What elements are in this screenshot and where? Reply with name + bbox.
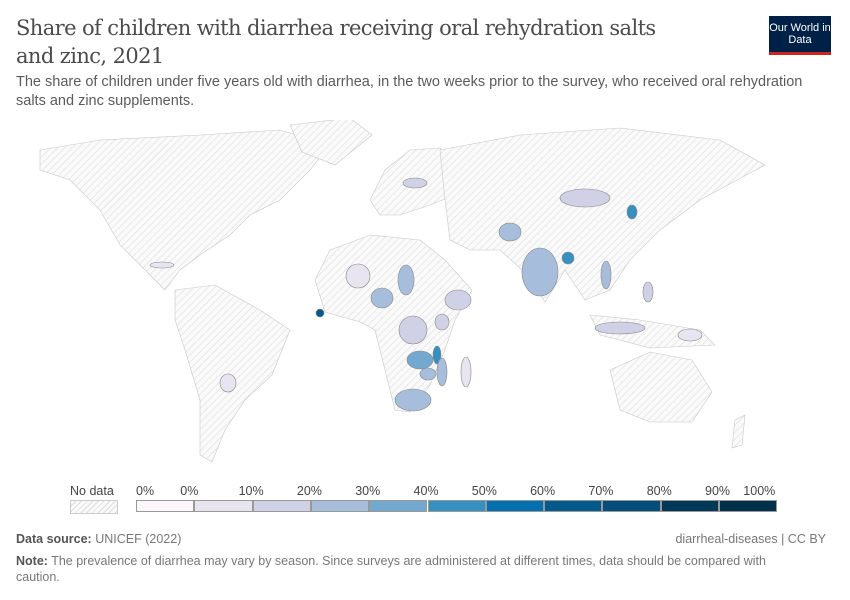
new-zealand	[731, 414, 746, 449]
legend-bin[interactable]	[660, 500, 719, 512]
legend-bin[interactable]	[194, 500, 253, 512]
country-mozambique[interactable]	[436, 357, 448, 387]
legend-bin[interactable]	[369, 500, 428, 512]
legend-tick-label: 80%	[646, 484, 672, 498]
source-label: Data source:	[16, 532, 92, 546]
country-vietnam[interactable]	[600, 260, 612, 290]
country-philippines[interactable]	[642, 281, 654, 303]
country-indonesia[interactable]	[594, 321, 646, 335]
asia	[439, 127, 766, 303]
legend-no-data-label: No data	[70, 484, 114, 498]
legend-tick-label: 60%	[530, 484, 556, 498]
country-india[interactable]	[521, 247, 559, 297]
country-afghanistan[interactable]	[498, 222, 522, 242]
legend-no-data-swatch	[70, 500, 118, 514]
north-america	[39, 129, 331, 291]
legend-bin[interactable]	[427, 500, 486, 512]
country-ukraine[interactable]	[402, 177, 428, 189]
country-north-korea[interactable]	[626, 204, 638, 220]
country-malawi[interactable]	[432, 345, 442, 365]
legend-tick-label: 0%	[180, 484, 199, 498]
country-zambia[interactable]	[406, 350, 434, 370]
legend-bin[interactable]	[136, 500, 195, 512]
australia	[609, 351, 713, 423]
country-sierra-leone[interactable]	[315, 308, 325, 318]
legend: No data 0% 0% 10% 20% 30% 40% 50% 60% 70% 80% 90% 1…	[0, 484, 850, 516]
legend-tick-label: 30%	[355, 484, 381, 498]
legend-tick-label: 10%	[238, 484, 264, 498]
country-papua-new-guinea[interactable]	[677, 328, 703, 342]
country-nigeria[interactable]	[370, 287, 394, 309]
legend-tick-label: 70%	[588, 484, 614, 498]
legend-tick-label: 90%	[705, 484, 731, 498]
note-label: Note:	[16, 554, 48, 568]
source-text: UNICEF (2022)	[95, 532, 182, 546]
country-cuba[interactable]	[149, 261, 175, 269]
country-kenya[interactable]	[434, 313, 450, 331]
legend-bin[interactable]	[602, 500, 661, 512]
country-chad[interactable]	[397, 264, 415, 296]
country-bangladesh[interactable]	[561, 251, 575, 265]
chart-title: Share of children with diarrhea receivin…	[16, 16, 656, 68]
legend-tick-label: 20%	[296, 484, 322, 498]
country-mongolia[interactable]	[559, 188, 611, 208]
country-madagascar[interactable]	[460, 356, 472, 388]
legend-bin[interactable]	[544, 500, 603, 512]
chart-subtitle: The share of children under five years o…	[16, 74, 803, 109]
country-mali[interactable]	[345, 263, 371, 289]
legend-bin[interactable]	[310, 500, 370, 512]
country-zimbabwe[interactable]	[419, 367, 437, 381]
legend-tick-label: 100%	[743, 484, 776, 498]
note: Note: The prevalence of diarrhea may var…	[16, 553, 806, 585]
south-america	[174, 284, 291, 463]
legend-tick-label: 40%	[413, 484, 439, 498]
country-south-africa[interactable]	[394, 388, 432, 412]
greenland	[289, 120, 373, 166]
slug-license[interactable]: diarrheal-diseases | CC BY	[675, 532, 826, 546]
legend-bin[interactable]	[485, 500, 545, 512]
world-map	[39, 120, 766, 463]
legend-tick-label: 50%	[471, 484, 497, 498]
owid-logo[interactable]: Our World in Data	[769, 16, 831, 55]
note-text: The prevalence of diarrhea may vary by s…	[16, 554, 766, 584]
country-dr-congo[interactable]	[398, 315, 428, 345]
legend-tick-label: 0%	[136, 484, 155, 498]
country-ethiopia[interactable]	[444, 289, 472, 311]
country-bolivia[interactable]	[219, 373, 237, 393]
data-source: Data source: UNICEF (2022)	[16, 532, 181, 546]
legend-bin[interactable]	[719, 500, 778, 512]
legend-bin[interactable]	[252, 500, 311, 512]
